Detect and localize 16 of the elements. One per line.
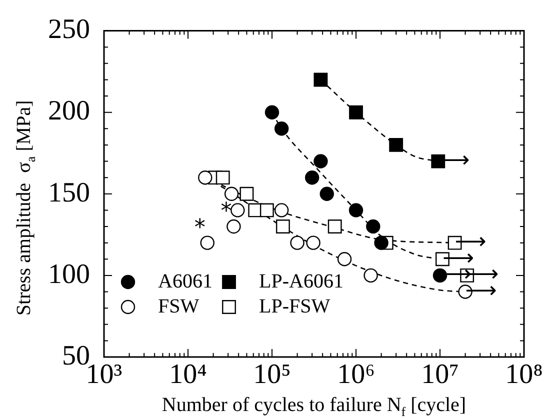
- y-tick-label: 100: [48, 258, 90, 290]
- x-tick-label: 10⁶: [337, 359, 375, 390]
- legend-label: LP-FSW: [259, 295, 330, 318]
- x-tick-label: 10⁴: [169, 359, 207, 390]
- legend-label: LP-A6061: [259, 270, 344, 292]
- x-tick-label: 10⁵: [253, 359, 291, 390]
- x-tick-label: 10⁸: [505, 359, 543, 390]
- annotation: *: [220, 199, 232, 224]
- y-tick-label: 150: [48, 177, 90, 208]
- x-tick-label: 10⁷: [421, 359, 459, 390]
- y-tick-label: 250: [48, 14, 90, 46]
- legend-label: A6061: [158, 270, 212, 292]
- y-tick-label: 200: [48, 96, 90, 127]
- legend-label: FSW: [158, 295, 200, 318]
- annotation: *: [194, 216, 206, 241]
- y-axis-title: Stress amplitude σa [MPa]: [13, 100, 38, 316]
